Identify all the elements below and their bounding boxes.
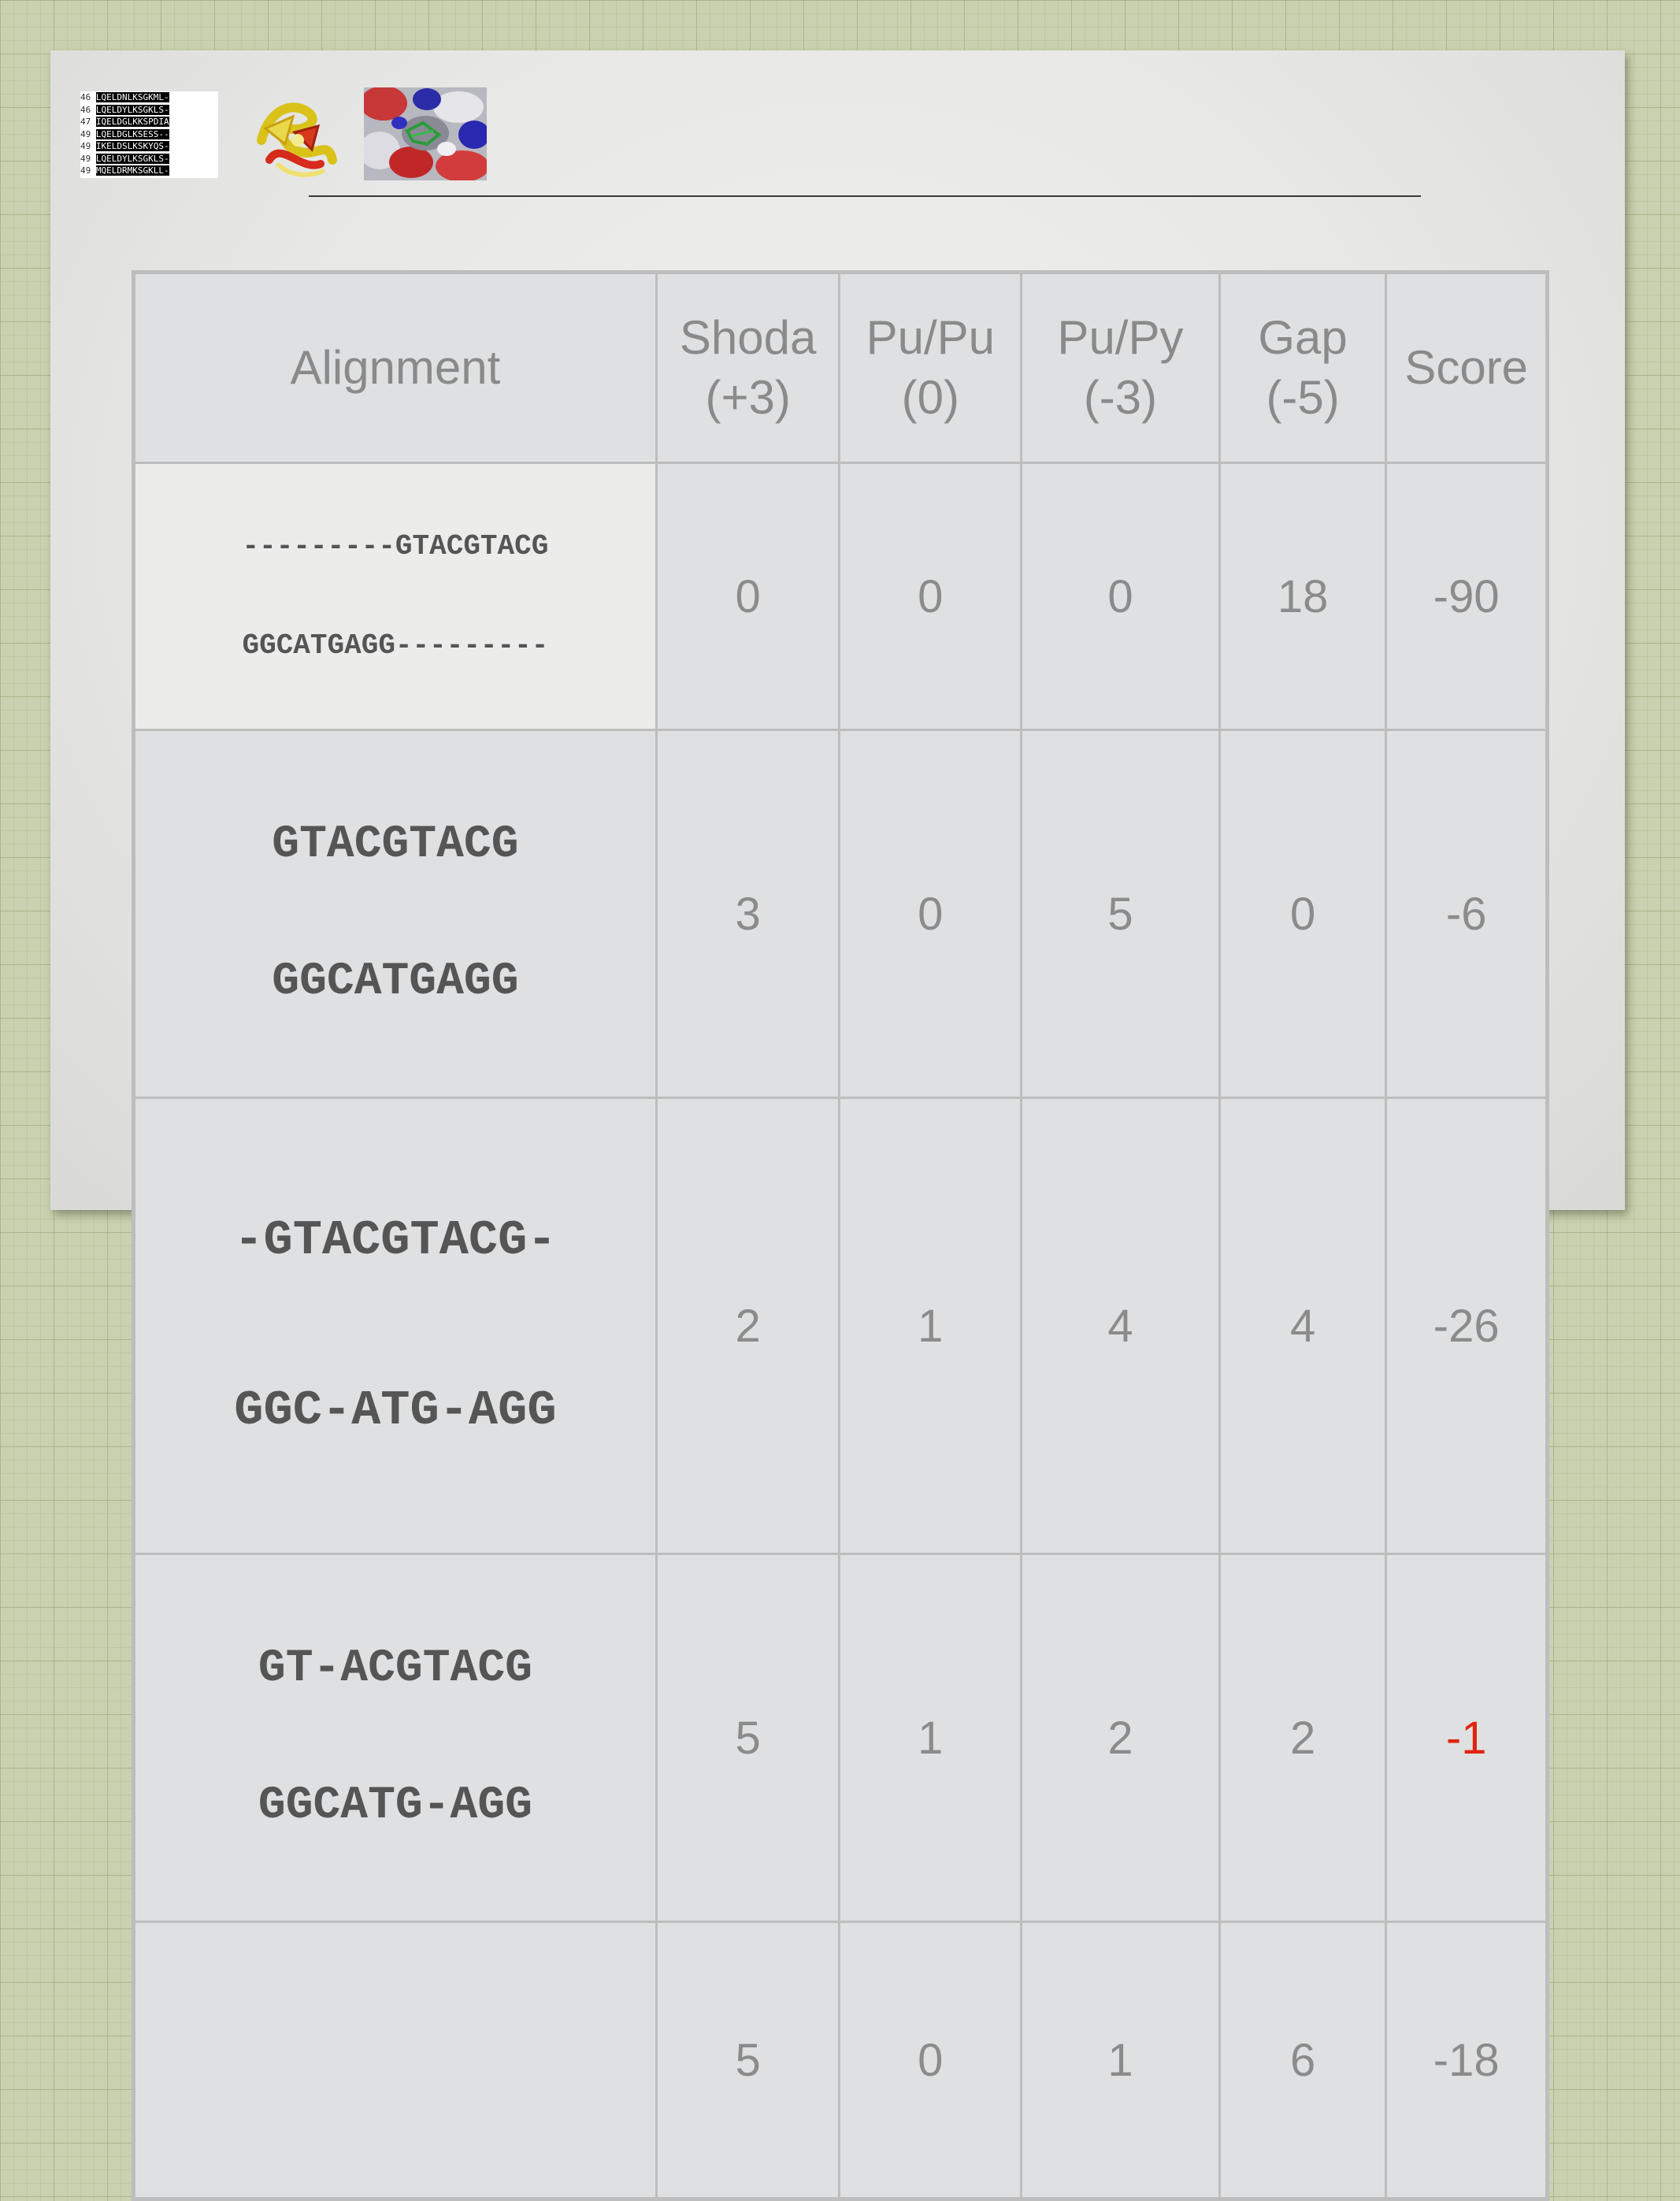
best-score-cell: -1 — [1385, 1553, 1548, 1923]
header-label: Score — [1404, 341, 1529, 394]
alignment-score-table: Alignment Shoda (+3) Pu/Pu (0) Pu/Py (-3… — [132, 270, 1549, 2201]
alignment-cell: ---------GTACGTACG GGCATGAGG--------- — [132, 462, 658, 731]
col-header-score: Score — [1385, 271, 1548, 464]
pupu-cell: 1 — [838, 1553, 1023, 1923]
alignment-top-sequence: -GTACGTACG- — [234, 1212, 557, 1268]
pupy-cell: 1 — [1020, 1921, 1221, 2200]
col-header-pupu: Pu/Pu (0) — [838, 271, 1023, 464]
shoda-cell: 0 — [655, 462, 841, 731]
pupy-cell: 2 — [1020, 1553, 1221, 1923]
alignment-bottom-sequence: GGCATGAGG--------- — [242, 629, 549, 662]
alignment-bottom-sequence: GGCATGAGG — [272, 956, 519, 1008]
gap-cell: 2 — [1218, 1553, 1388, 1923]
protein-ribbon-thumbnail — [257, 102, 337, 177]
alignment-top-sequence: GTACGTACG — [272, 819, 519, 870]
shoda-cell: 5 — [655, 1553, 841, 1923]
table-row: GTACGTACG GGCATGAGG 3 0 5 0 -6 — [132, 729, 1548, 1099]
score-cell: -6 — [1385, 729, 1548, 1099]
pupy-cell: 5 — [1020, 729, 1221, 1099]
col-header-shoda: Shoda (+3) — [655, 271, 841, 464]
shoda-cell: 3 — [655, 729, 841, 1099]
gap-cell: 4 — [1218, 1097, 1388, 1555]
header-label: Pu/Py (-3) — [1057, 311, 1184, 424]
score-cell: -26 — [1385, 1097, 1548, 1555]
seq-row-num: 49 — [80, 128, 91, 139]
table-row: ---------GTACGTACG GGCATGAGG--------- 0 … — [132, 462, 1548, 731]
pupu-cell: 0 — [838, 729, 1023, 1099]
header-label: Pu/Pu (0) — [866, 311, 996, 424]
alignment-bottom-sequence: GGC-ATG-AGG — [234, 1383, 557, 1438]
header-row: Alignment Shoda (+3) Pu/Pu (0) Pu/Py (-3… — [132, 271, 1548, 464]
alignment-cell: GT-ACGTACG GGCATG-AGG — [132, 1553, 658, 1923]
alignment-bottom-sequence: GGCATG-AGG — [258, 1780, 532, 1832]
seq-row-text: LQELDGLKSESS-- — [95, 128, 169, 139]
seq-row-text: LQELDYLKSGKLS- — [95, 153, 169, 164]
header-label: Shoda (+3) — [679, 311, 817, 424]
seq-row-text: LQELDYLKSGKLS- — [95, 104, 169, 115]
alignment-cell: -GTACGTACG- GGC-ATG-AGG — [132, 1097, 658, 1555]
seq-row-num: 46 — [80, 104, 91, 115]
col-header-pupy: Pu/Py (-3) — [1020, 271, 1221, 464]
pupy-cell: 4 — [1020, 1097, 1221, 1555]
seq-row-num: 46 — [80, 92, 91, 102]
shoda-cell: 5 — [655, 1921, 841, 2200]
gap-cell: 18 — [1218, 462, 1388, 731]
seq-row-text: LQELDNLKSGKML- — [95, 92, 169, 102]
seq-row-text: MQELDRMKSGKLL- — [95, 165, 169, 176]
score-cell: -18 — [1385, 1921, 1548, 2200]
alignment-cell: GTACGTACG GGCATGAGG — [132, 729, 658, 1099]
sequence-alignment-thumbnail: 46 LQELDNLKSGKML- 46 LQELDYLKSGKLS- 47 I… — [80, 91, 218, 178]
table-row: GT-ACGTACG GGCATG-AGG 5 1 2 2 -1 — [132, 1553, 1548, 1923]
gap-cell: 6 — [1218, 1921, 1388, 2200]
pupy-cell: 0 — [1020, 462, 1221, 731]
slide: 46 LQELDNLKSGKML- 46 LQELDYLKSGKLS- 47 I… — [50, 50, 1625, 2201]
shoda-cell: 2 — [655, 1097, 841, 1555]
molecular-surface-thumbnail — [364, 87, 487, 180]
table-row: 5 0 1 6 -18 — [132, 1921, 1548, 2200]
header-label: Gap (-5) — [1258, 311, 1348, 424]
pupu-cell: 0 — [838, 462, 1023, 731]
header-label: Alignment — [290, 341, 501, 394]
seq-row-num: 49 — [80, 153, 91, 164]
col-header-alignment: Alignment — [132, 271, 658, 464]
col-header-gap: Gap (-5) — [1218, 271, 1388, 464]
alignment-top-sequence: GT-ACGTACG — [258, 1643, 532, 1694]
score-cell: -90 — [1385, 462, 1548, 731]
gap-cell: 0 — [1218, 729, 1388, 1099]
pupu-cell: 0 — [838, 1921, 1023, 2200]
seq-row-text: IKELDSLKSKYQS- — [95, 141, 169, 151]
seq-row-text: IQELDGLKKSPDIA — [95, 117, 169, 127]
seq-row-num: 49 — [80, 141, 91, 151]
title-underline — [309, 195, 1421, 197]
seq-row-num: 47 — [80, 117, 91, 127]
pupu-cell: 1 — [838, 1097, 1023, 1555]
alignment-top-sequence: ---------GTACGTACG — [242, 530, 549, 562]
table-row: -GTACGTACG- GGC-ATG-AGG 2 1 4 4 -26 — [132, 1097, 1548, 1555]
seq-row-num: 49 — [80, 165, 91, 176]
alignment-cell-empty — [132, 1921, 658, 2200]
